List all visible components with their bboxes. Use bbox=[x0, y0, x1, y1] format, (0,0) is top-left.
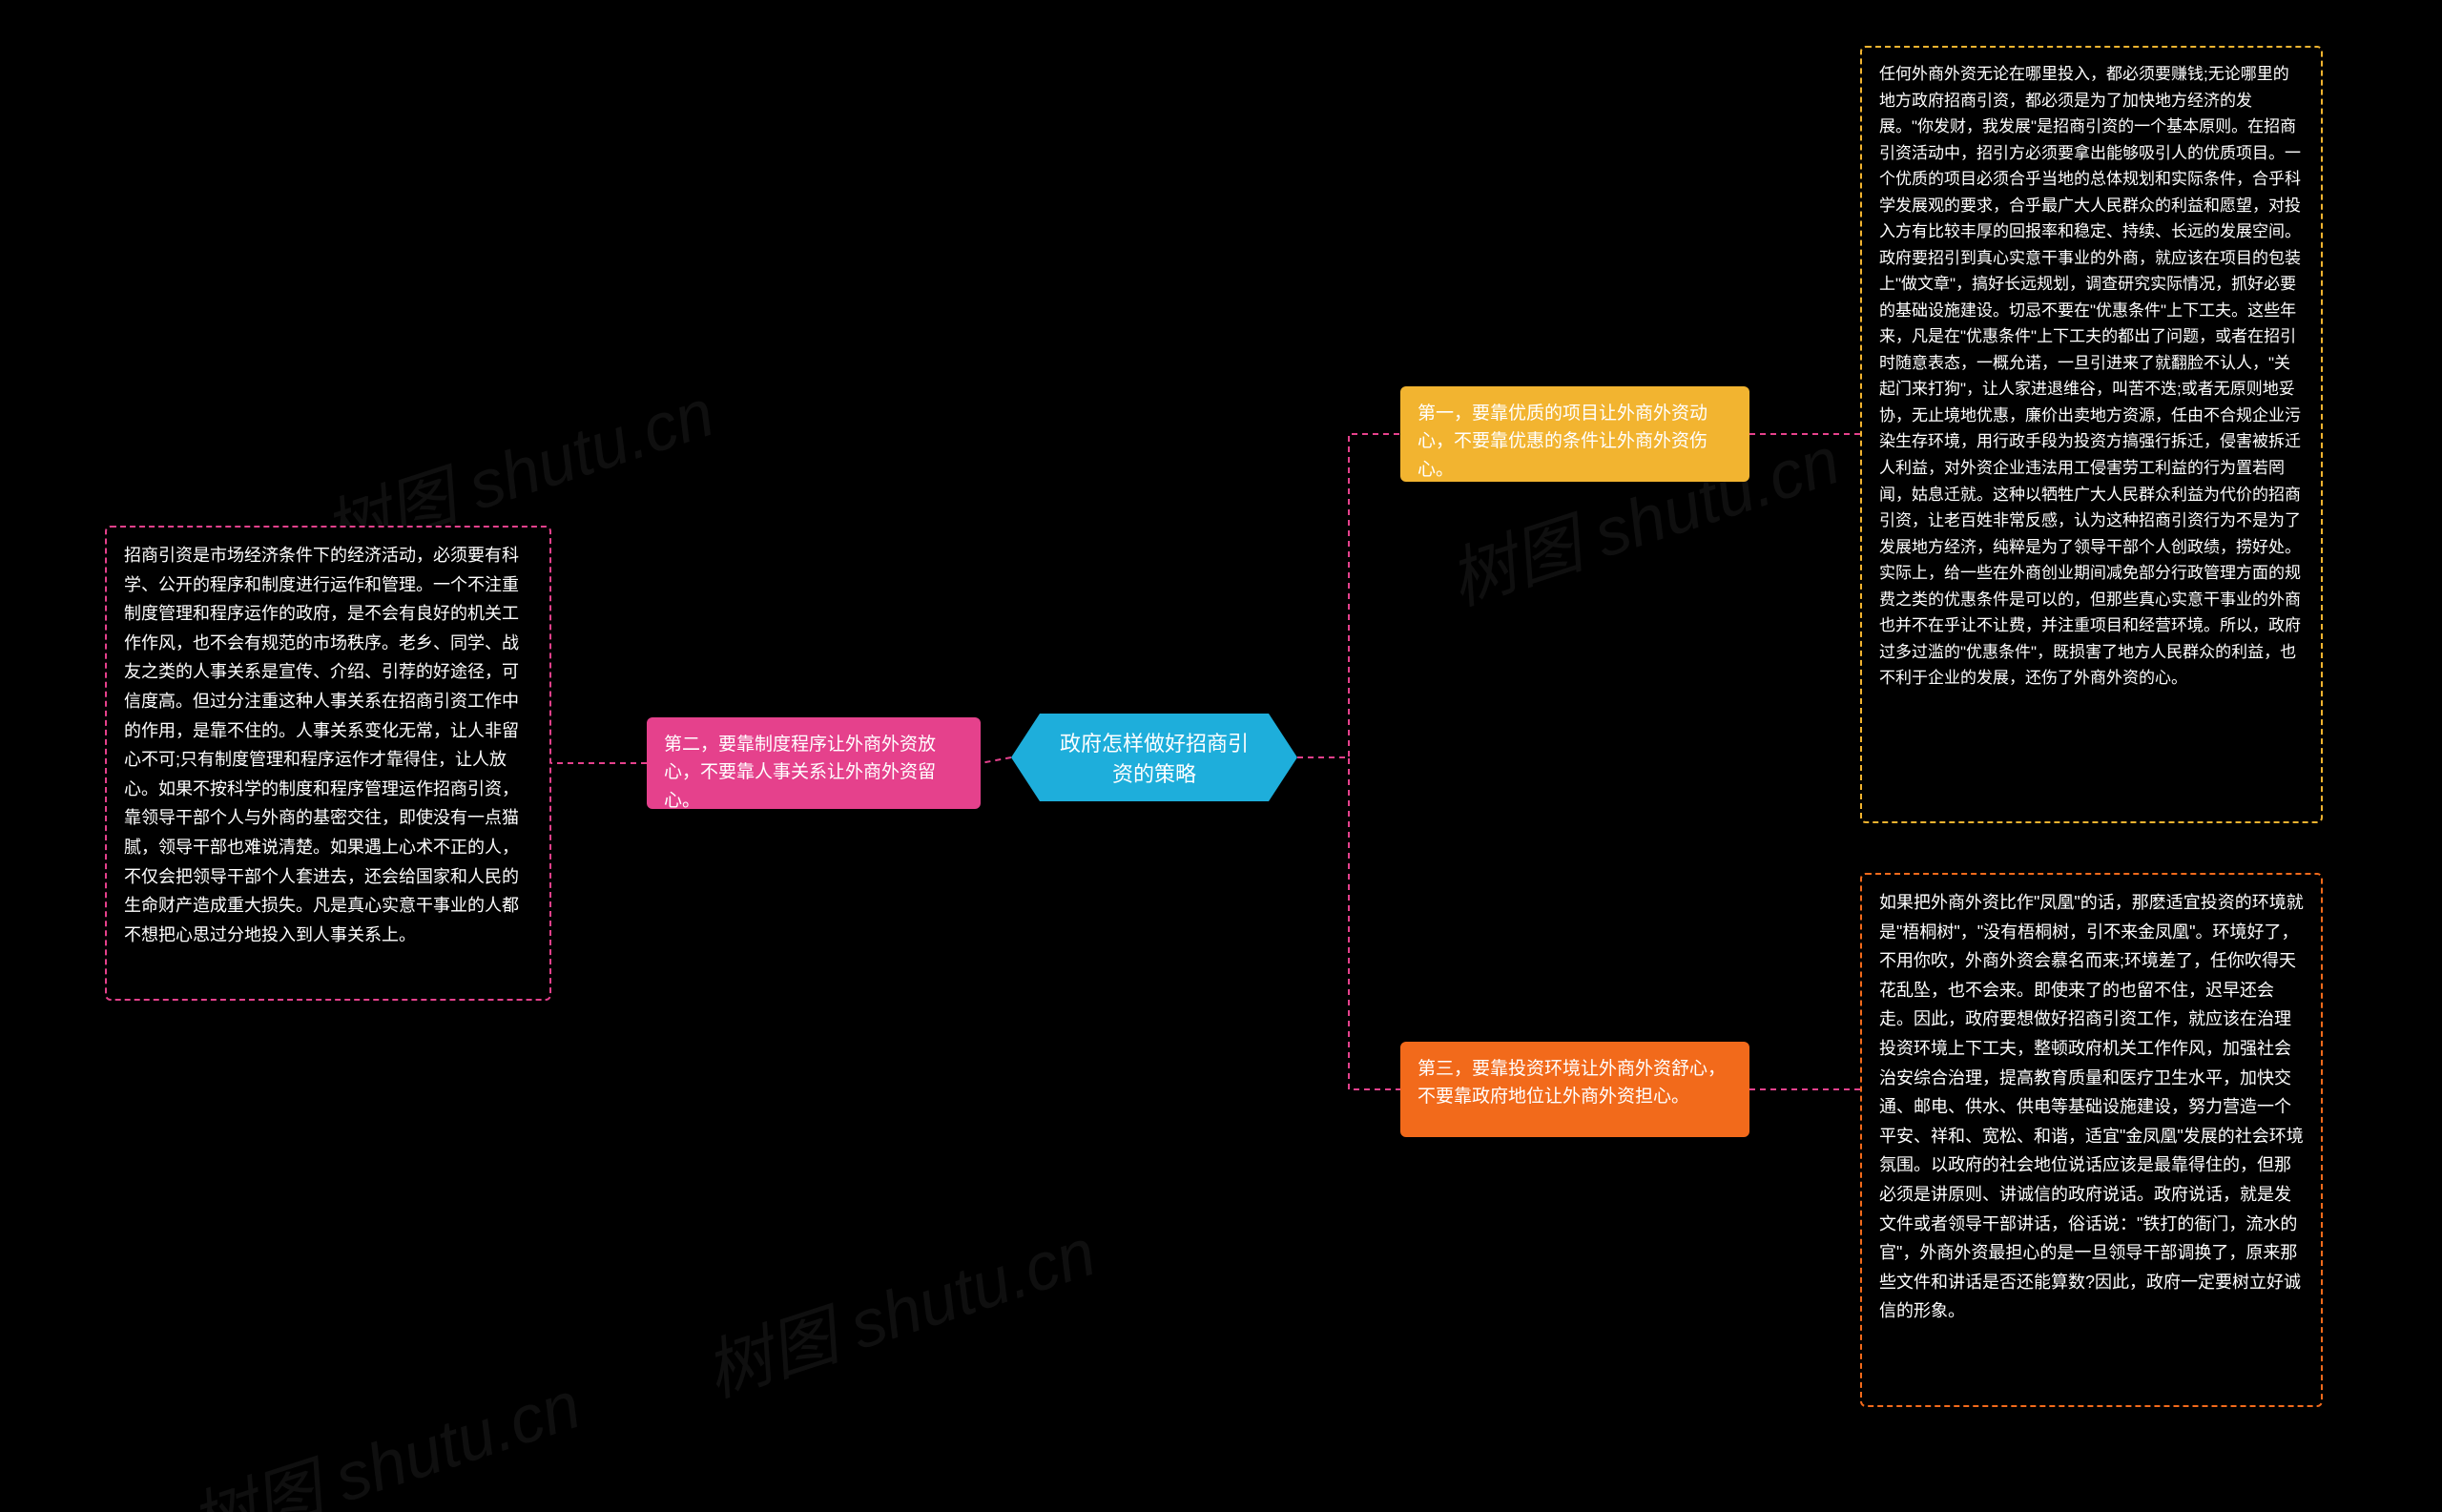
branch-right-2-label: 第三，要靠投资环境让外商外资舒心，不要靠政府地位让外商外资担心。 bbox=[1418, 1059, 1726, 1107]
leaf-left: 招商引资是市场经济条件下的经济活动，必须要有科学、公开的程序和制度进行运作和管理… bbox=[105, 526, 551, 1001]
branch-left[interactable]: 第二，要靠制度程序让外商外资放心，不要靠人事关系让外商外资留心。 bbox=[647, 717, 981, 809]
leaf-right-2: 如果把外商外资比作"凤凰"的话，那麽适宜投资的环境就是"梧桐树"，"没有梧桐树，… bbox=[1860, 873, 2323, 1407]
branch-left-label: 第二，要靠制度程序让外商外资放心，不要靠人事关系让外商外资留心。 bbox=[664, 735, 936, 811]
leaf-right-1: 任何外商外资无论在哪里投入，都必须要赚钱;无论哪里的地方政府招商引资，都必须是为… bbox=[1860, 46, 2323, 823]
leaf-left-text: 招商引资是市场经济条件下的经济活动，必须要有科学、公开的程序和制度进行运作和管理… bbox=[124, 546, 519, 944]
watermark: 树图 shutu.cn bbox=[176, 1352, 591, 1512]
center-node[interactable]: 政府怎样做好招商引资的策略 bbox=[1011, 714, 1297, 801]
mindmap-canvas: 树图 shutu.cn 树图 shutu.cn 树图 shutu.cn 树图 s… bbox=[0, 0, 2442, 1512]
leaf-right-1-text: 任何外商外资无论在哪里投入，都必须要赚钱;无论哪里的地方政府招商引资，都必须是为… bbox=[1879, 65, 2301, 687]
branch-right-2[interactable]: 第三，要靠投资环境让外商外资舒心，不要靠政府地位让外商外资担心。 bbox=[1400, 1042, 1749, 1137]
leaf-right-2-text: 如果把外商外资比作"凤凰"的话，那麽适宜投资的环境就是"梧桐树"，"没有梧桐树，… bbox=[1879, 893, 2304, 1320]
branch-right-1-label: 第一，要靠优质的项目让外商外资动心，不要靠优惠的条件让外商外资伤心。 bbox=[1418, 404, 1707, 480]
branch-right-1[interactable]: 第一，要靠优质的项目让外商外资动心，不要靠优惠的条件让外商外资伤心。 bbox=[1400, 386, 1749, 482]
center-label: 政府怎样做好招商引资的策略 bbox=[1051, 727, 1257, 788]
watermark: 树图 shutu.cn bbox=[692, 1199, 1107, 1416]
